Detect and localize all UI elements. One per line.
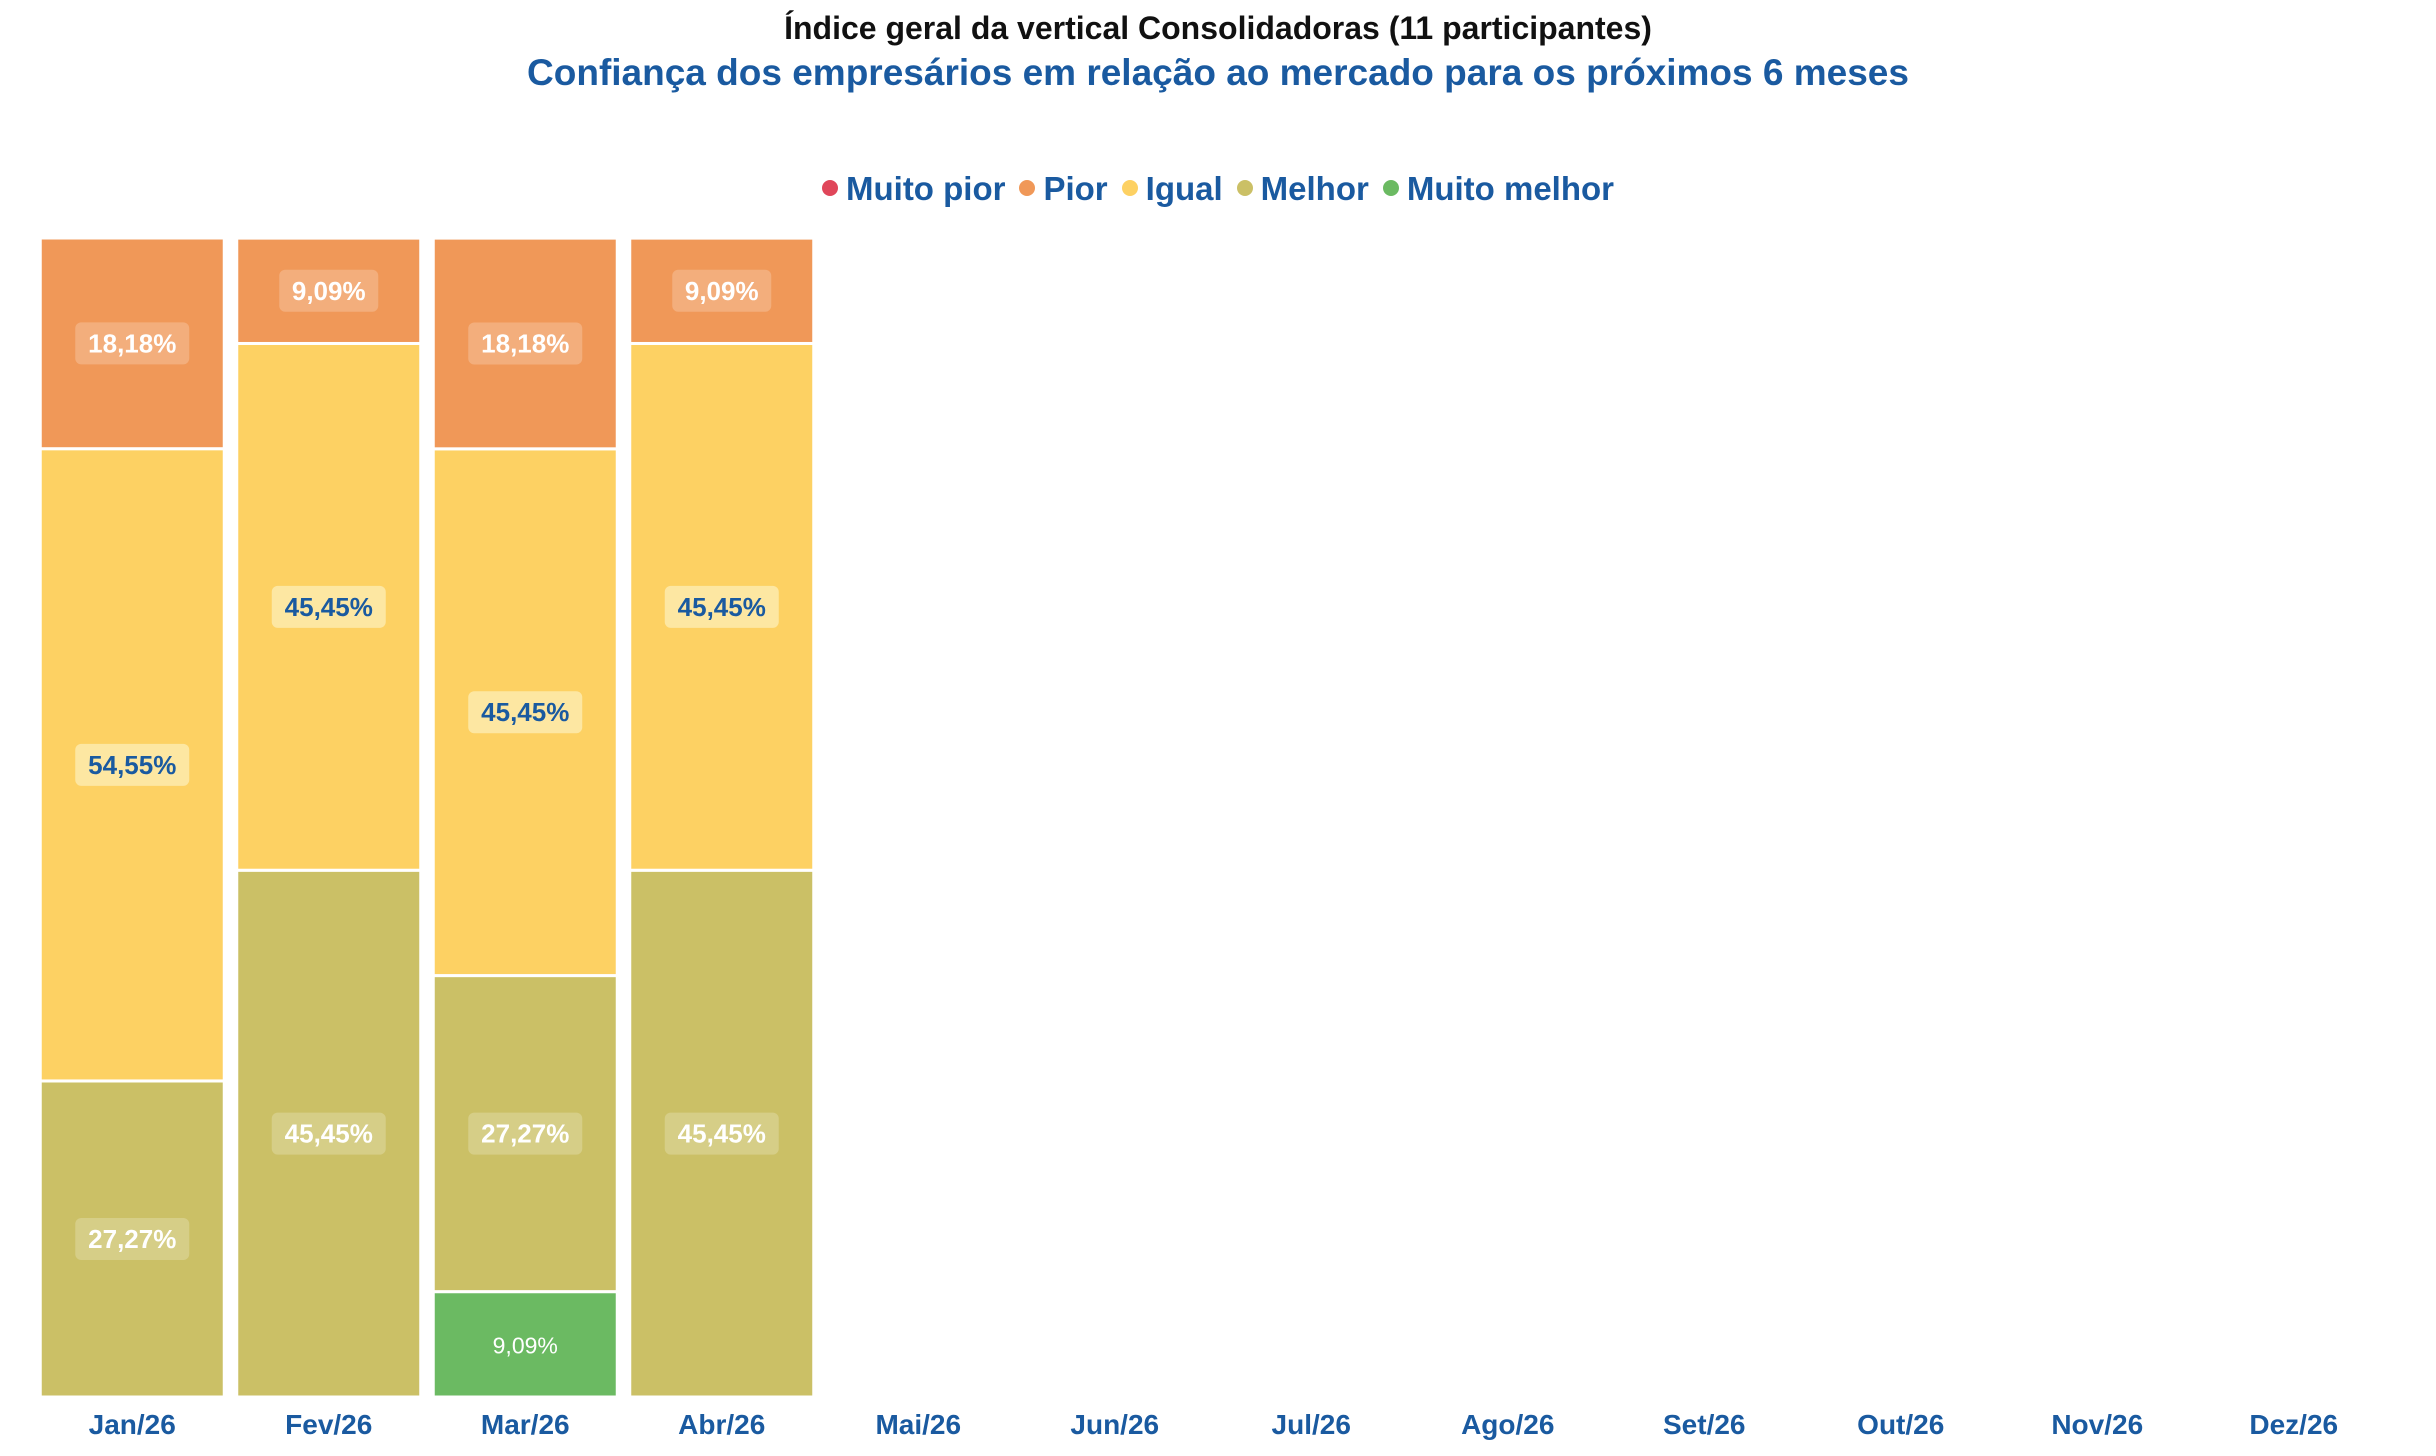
data-label-background	[279, 269, 379, 312]
legend-label: Pior	[1043, 170, 1108, 207]
x-tick-label: Mai/26	[875, 1409, 961, 1440]
data-label: 9,09%	[685, 276, 759, 306]
data-label: 27,27%	[481, 1119, 569, 1149]
data-label: 27,27%	[88, 1224, 176, 1254]
legend-label: Igual	[1145, 170, 1223, 207]
legend-marker-icon	[1019, 180, 1036, 196]
data-label-background	[672, 269, 772, 312]
data-label-background	[664, 585, 779, 628]
legend-label: Melhor	[1260, 170, 1369, 207]
bar-segment-pior-fev-26[interactable]	[235, 236, 423, 345]
chart-title: Índice geral da vertical Consolidadoras …	[784, 10, 1652, 46]
data-label-background	[468, 691, 583, 734]
x-tick-label: Jul/26	[1272, 1409, 1351, 1440]
bar-segment-pior-jan-26[interactable]	[38, 236, 226, 451]
chart-subtitle: Confiança dos empresários em relação ao …	[527, 52, 1909, 93]
data-label-background	[468, 322, 583, 365]
data-label-background	[271, 585, 386, 628]
data-label-background	[271, 1112, 386, 1155]
data-label: 18,18%	[481, 328, 569, 358]
data-label: 9,09%	[292, 276, 366, 306]
bar-segment-melhor-jan-26[interactable]	[38, 1079, 226, 1399]
data-label: 45,45%	[285, 592, 373, 622]
data-label-background	[75, 322, 190, 365]
legend-label: Muito pior	[846, 170, 1006, 207]
x-tick-label: Abr/26	[678, 1409, 765, 1440]
x-tick-label: Set/26	[1663, 1409, 1746, 1440]
legend-marker-icon	[822, 180, 838, 196]
legend-item-melhor[interactable]: Melhor	[1236, 170, 1369, 208]
data-label: 45,45%	[678, 1119, 766, 1149]
bar-segment-melhor-mar-26[interactable]	[431, 974, 619, 1294]
x-tick-label: Ago/26	[1461, 1409, 1554, 1440]
legend-marker-icon	[1236, 180, 1253, 196]
data-label: 45,45%	[285, 1119, 373, 1149]
x-tick-label: Nov/26	[2051, 1409, 2143, 1440]
data-label-background	[75, 743, 190, 786]
data-label-background	[468, 1112, 583, 1155]
data-label: 45,45%	[678, 592, 766, 622]
bar-segment-melhor-abr-26[interactable]	[628, 868, 816, 1399]
legend-item-pior[interactable]: Pior	[1019, 170, 1108, 208]
legend-item-muito-pior[interactable]: Muito pior	[822, 170, 1005, 208]
x-tick-label: Jan/26	[89, 1409, 176, 1440]
x-tick-label: Fev/26	[285, 1409, 372, 1440]
data-label: 54,55%	[88, 750, 176, 780]
bar-segment-muito-melhor-mar-26[interactable]	[431, 1290, 619, 1399]
bar-segment-pior-mar-26[interactable]	[431, 236, 619, 451]
data-label-background	[664, 1112, 779, 1155]
legend: Muito pior Pior Igual Melhor Muito melhor	[0, 170, 2436, 208]
legend-label: Muito melhor	[1406, 170, 1614, 207]
legend-marker-icon	[1121, 180, 1138, 196]
legend-item-igual[interactable]: Igual	[1121, 170, 1223, 208]
legend-marker-icon	[1382, 180, 1399, 196]
data-label-background	[75, 1217, 190, 1260]
data-label: 9,09%	[493, 1332, 558, 1358]
bar-segment-melhor-fev-26[interactable]	[235, 868, 423, 1399]
x-tick-label: Out/26	[1857, 1409, 1944, 1440]
x-tick-label: Jun/26	[1070, 1409, 1159, 1440]
data-label: 45,45%	[481, 697, 569, 727]
x-tick-label: Dez/26	[2249, 1409, 2338, 1440]
legend-item-muito-melhor[interactable]: Muito melhor	[1382, 170, 1614, 208]
data-label: 18,18%	[88, 328, 176, 358]
x-tick-label: Mar/26	[481, 1409, 570, 1440]
bar-segment-pior-abr-26[interactable]	[628, 236, 816, 345]
